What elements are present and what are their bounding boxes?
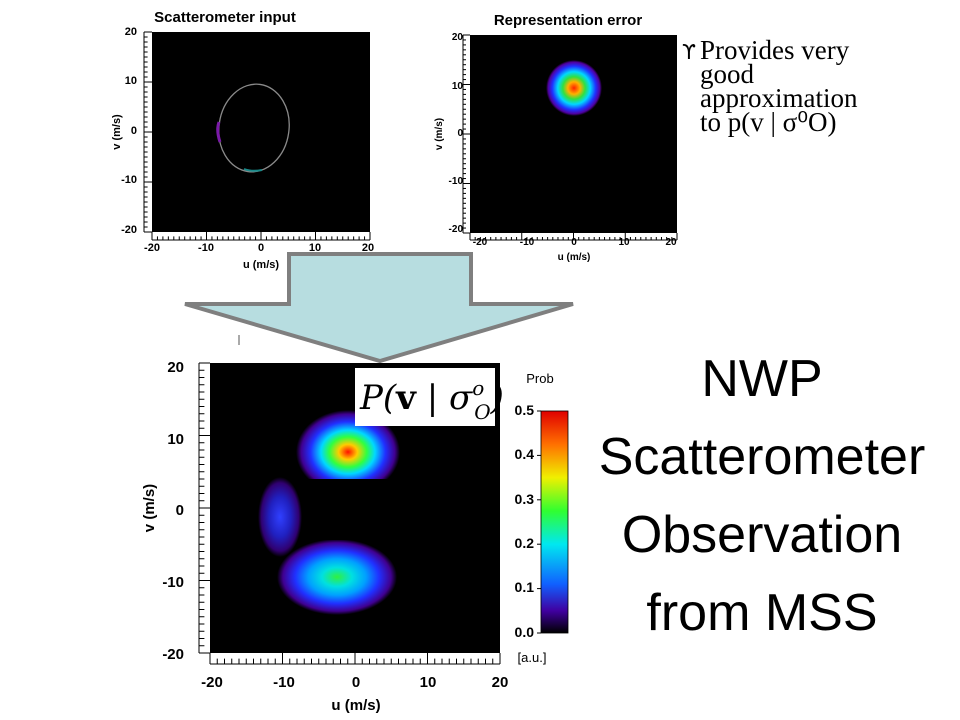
x-tick-label: -10 (198, 242, 214, 254)
posterior-ticks (198, 362, 501, 665)
y-tick-label: 0 (457, 128, 463, 139)
y-tick-label: 0 (176, 502, 184, 519)
heading-line: from MSS (646, 584, 878, 642)
heading-line: Scatterometer (598, 428, 926, 486)
y-tick-label: 0 (131, 125, 137, 137)
representation-error-panel: Representation error P(v | vS) 20 10 0 -… (434, 12, 678, 263)
representation-error-spot (546, 60, 602, 116)
bullet-icon: ϒ (682, 40, 696, 64)
colorbar-tick-label: 0.4 (515, 446, 535, 462)
y-tick-label: 20 (125, 26, 137, 38)
y-axis-label: v (m/s) (111, 114, 123, 150)
posterior-formula: P(v | σo O) (359, 376, 504, 424)
y-tick-label: -20 (449, 224, 464, 235)
scatterometer-input-title: Scatterometer input (154, 9, 296, 26)
colorbar-title: Prob (526, 371, 553, 386)
colorbar-unit: [a.u.] (518, 650, 547, 665)
heading-line: NWP (701, 350, 823, 408)
y-tick-label: -10 (449, 176, 464, 187)
scatterometer-input-panel: Scatterometer input 20 10 0 -10 -20 -20 … (111, 9, 374, 271)
bullet-line: approximation (700, 83, 858, 113)
heading-line: Observation (621, 506, 903, 564)
posterior-probability-panel: P(v | σo O) 20 10 0 -10 -20 -20 -10 0 10 … (141, 335, 508, 714)
x-tick-label: 20 (362, 242, 374, 254)
y-axis-label: v (m/s) (434, 118, 445, 150)
representation-error-ticks (462, 34, 678, 241)
x-tick-label: -20 (473, 237, 488, 248)
y-tick-label: -10 (162, 574, 184, 591)
y-tick-label: -10 (121, 174, 137, 186)
x-tick-label: 10 (309, 242, 321, 254)
y-tick-label: 10 (167, 431, 184, 448)
x-axis-label: u (m/s) (331, 697, 380, 714)
scatterometer-input-ticks (143, 31, 371, 241)
bullet-point: ϒ Provides very good approximation to p(… (682, 35, 950, 137)
x-tick-label: -20 (144, 242, 160, 254)
combine-arrow (184, 252, 574, 364)
y-tick-label: -20 (162, 646, 184, 663)
solution-arc-bottom (243, 168, 263, 172)
posterior-blob-left (258, 477, 302, 557)
representation-error-title: Representation error (494, 12, 643, 29)
posterior-blob-bottom (277, 540, 397, 615)
x-tick-label: 20 (665, 237, 677, 248)
x-axis-label: u (m/s) (243, 259, 279, 271)
bullet-line: to p(v | σ⁰O) (700, 107, 837, 137)
colorbar-ticks (537, 410, 541, 634)
x-axis-label: u (m/s) (558, 252, 591, 263)
x-tick-label: -20 (201, 674, 223, 691)
colorbar-tick-label: 0.0 (515, 624, 535, 640)
y-axis-label: v (m/s) (141, 484, 158, 532)
colorbar-tick-label: 0.2 (515, 535, 535, 551)
x-tick-label: 0 (258, 242, 264, 254)
x-tick-label: -10 (273, 674, 295, 691)
x-tick-label: 10 (420, 674, 437, 691)
formula-box (355, 368, 495, 426)
bullet-line: Provides very (700, 35, 850, 65)
y-tick-label: 20 (167, 359, 184, 376)
x-tick-label: 0 (352, 674, 360, 691)
colorbar-gradient (540, 410, 569, 634)
colorbar: Prob 0.5 0.4 0.3 0.2 0.1 0.0 [a.u.] (515, 371, 569, 665)
y-tick-label: -20 (121, 224, 137, 236)
y-tick-label: 20 (452, 32, 464, 43)
scatterometer-input-plot-area (152, 32, 370, 232)
colorbar-tick-label: 0.3 (515, 491, 535, 507)
x-tick-label: 20 (492, 674, 509, 691)
solution-arc-left (216, 121, 222, 143)
slide-heading: NWP Scatterometer Observation from MSS (572, 340, 952, 652)
posterior-blob-top (296, 410, 400, 479)
colorbar-tick-label: 0.5 (515, 402, 535, 418)
bullet-line: good (700, 59, 754, 89)
y-tick-label: 10 (452, 81, 464, 92)
x-tick-label: 0 (571, 237, 577, 248)
x-tick-label: 10 (618, 237, 630, 248)
y-tick-label: 10 (125, 75, 137, 87)
colorbar-tick-label: 0.1 (515, 579, 535, 595)
x-tick-label: -10 (520, 237, 535, 248)
